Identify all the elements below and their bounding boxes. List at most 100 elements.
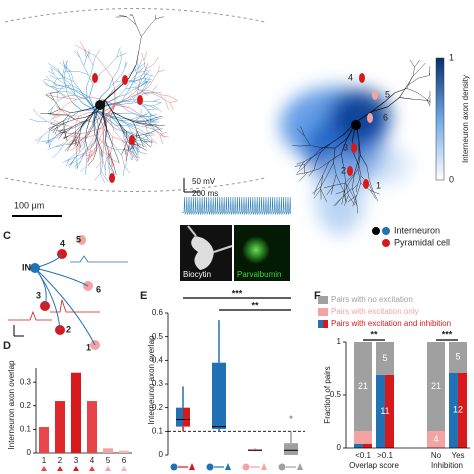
neurite — [35, 135, 43, 142]
neurite — [155, 16, 164, 20]
neurite — [81, 107, 94, 112]
neurite — [116, 154, 120, 163]
neurite — [134, 121, 146, 126]
neurite — [76, 161, 78, 170]
neurite — [159, 133, 166, 139]
neurite — [143, 78, 152, 80]
bar — [87, 401, 97, 453]
neurite — [154, 115, 163, 119]
neurite — [81, 120, 95, 123]
bar — [39, 427, 49, 453]
significance-label: *** — [442, 329, 453, 339]
neurite — [341, 188, 353, 198]
legend-label: Pyramidal cell — [394, 237, 450, 247]
neurite — [121, 98, 133, 102]
neurite — [135, 146, 139, 155]
panel-b: Interneuron Pyramidal cell 4 5 3 6 2 1 0 1 Inter… — [280, 52, 470, 247]
neurite — [152, 98, 160, 102]
bar-segment — [363, 443, 372, 448]
neurite — [147, 120, 156, 123]
neurite — [353, 154, 360, 166]
neurite — [50, 85, 57, 88]
category-icon — [225, 463, 231, 470]
neurite — [100, 116, 108, 128]
neurite — [323, 185, 334, 189]
cell-label: 2 — [341, 165, 346, 175]
neurite — [317, 175, 323, 186]
neurite — [137, 59, 139, 69]
neurite — [107, 116, 121, 121]
legend-label: Interneuron — [394, 225, 440, 235]
neurite — [105, 104, 116, 116]
neurite — [101, 150, 108, 156]
neurite — [121, 155, 125, 167]
neurite — [48, 130, 50, 140]
neurite — [118, 88, 126, 98]
legend-swatch — [323, 320, 328, 328]
neurite — [125, 79, 132, 89]
neurite — [153, 72, 159, 79]
neurite — [103, 139, 106, 151]
legend-swatch — [318, 320, 323, 328]
neurite — [143, 63, 149, 74]
neurite — [86, 134, 95, 138]
neurite — [89, 96, 103, 100]
neurite — [112, 147, 117, 155]
neurite — [90, 65, 94, 76]
neurite — [356, 200, 359, 214]
panel-label: F — [314, 290, 321, 302]
neurite — [43, 79, 51, 81]
neurite — [91, 127, 103, 132]
neurite — [42, 80, 50, 87]
box — [176, 407, 183, 427]
neurite — [141, 138, 148, 144]
neurite — [429, 72, 431, 76]
neurite — [145, 122, 148, 132]
neurite — [412, 66, 415, 77]
neurite — [81, 118, 88, 126]
neurite — [62, 62, 68, 69]
neurite — [335, 190, 345, 195]
neurite — [118, 14, 127, 17]
neurite — [77, 146, 85, 155]
neurite — [76, 160, 82, 169]
neurite — [47, 146, 55, 150]
neurite — [333, 182, 346, 186]
neurite — [100, 88, 109, 98]
neurite — [352, 195, 357, 207]
box — [183, 407, 190, 427]
neurite — [93, 149, 97, 160]
significance-label: ** — [251, 300, 259, 310]
neurite — [99, 149, 104, 162]
neurite — [142, 91, 150, 93]
neurite — [101, 150, 103, 157]
neurite — [126, 131, 128, 141]
neurite — [357, 154, 361, 170]
y-axis-label: Interneuron axon overlap — [7, 360, 16, 450]
neurite — [121, 102, 135, 105]
neurite — [133, 121, 138, 132]
neurite — [63, 112, 71, 121]
colorbar-tick-label: 1 — [449, 52, 454, 62]
neurite — [64, 84, 68, 94]
neurite — [106, 127, 113, 137]
neurite — [310, 145, 322, 148]
neurite — [426, 95, 431, 101]
scale-label: 200 ms — [192, 189, 218, 198]
outlier — [289, 415, 293, 419]
neurite — [64, 126, 73, 130]
neurite — [313, 161, 317, 171]
y-tick-label: 0 — [337, 443, 342, 452]
neurite — [136, 133, 146, 137]
neurite — [48, 107, 54, 113]
neurite — [340, 184, 346, 194]
neurite — [105, 127, 107, 141]
category-icon — [206, 463, 214, 471]
neurite — [299, 172, 308, 181]
neurite — [85, 150, 93, 155]
cell-image — [191, 236, 214, 270]
neurite — [145, 117, 155, 122]
bar-segment — [354, 431, 372, 444]
legend-label: Pairs with excitation only — [331, 307, 419, 316]
neurite — [87, 109, 96, 119]
